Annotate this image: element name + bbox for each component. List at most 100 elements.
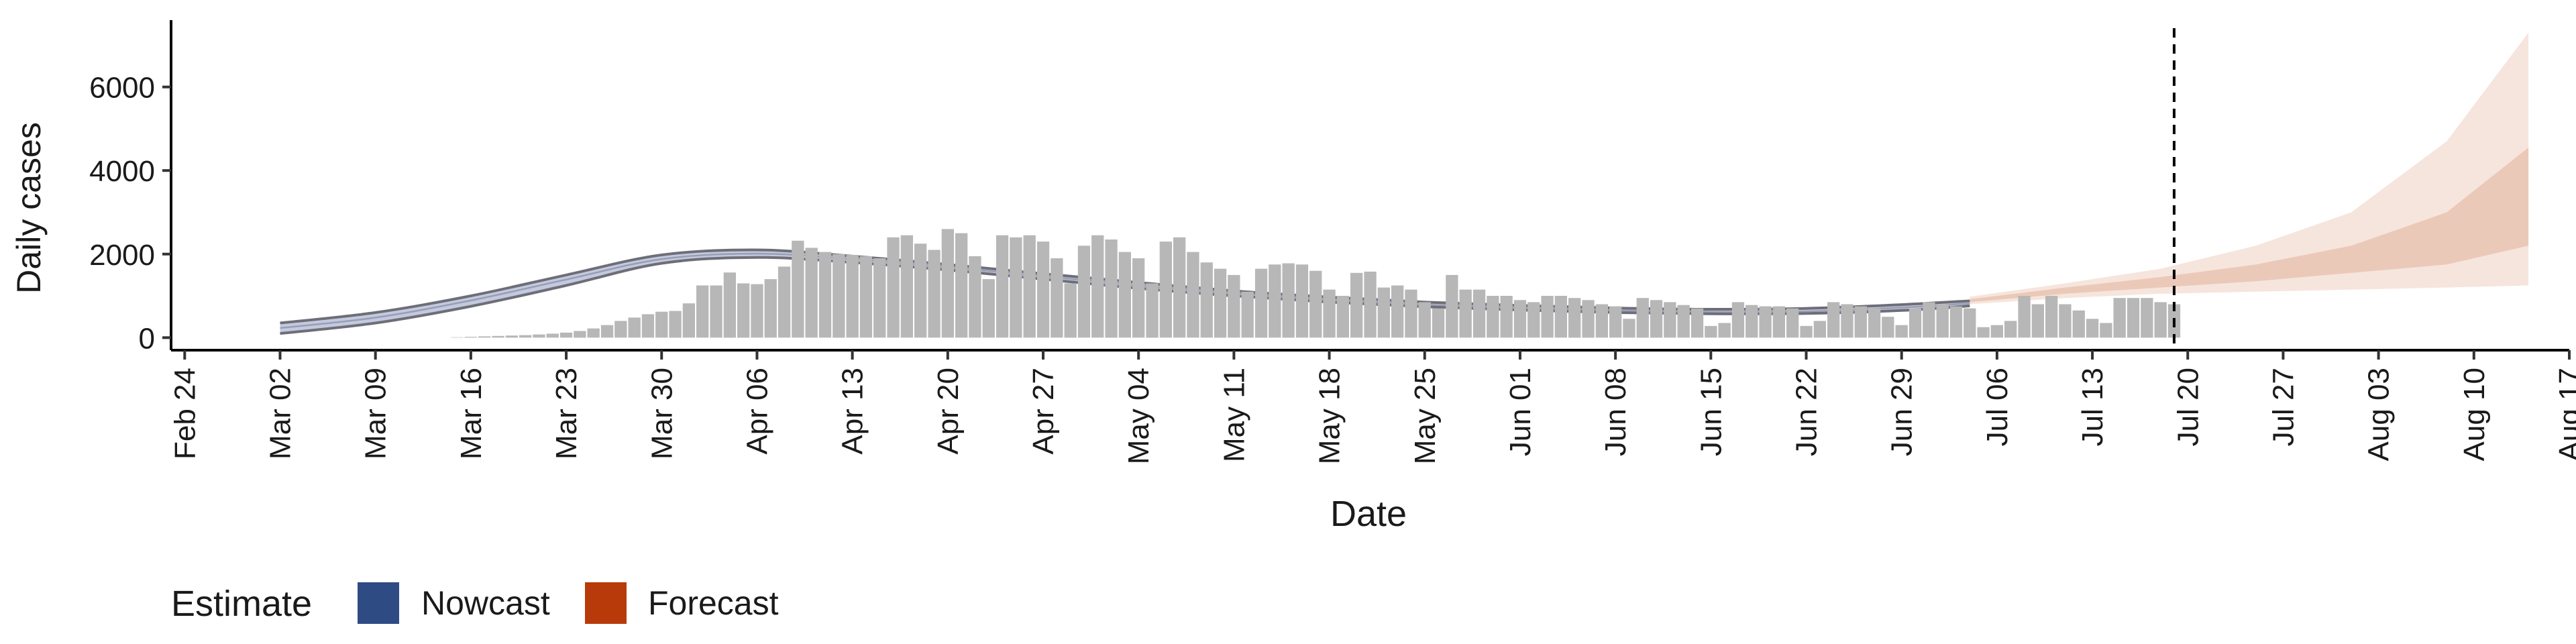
case-bar [1746,305,1758,338]
case-bar [2086,319,2099,338]
case-bar [1023,235,1036,338]
case-bar [928,250,941,338]
x-tick-label: Mar 30 [645,368,678,460]
case-bar [1364,271,1377,338]
case-bar [669,311,682,338]
case-bar [1459,289,1472,338]
x-tick-label: Aug 03 [2363,368,2396,461]
case-bar [1623,319,1635,338]
case-bar [1554,296,1567,338]
case-bar [505,335,518,338]
case-bar [887,237,900,338]
x-tick-label: May 18 [1313,368,1346,464]
case-bar [1990,325,2003,338]
case-bar [1405,289,1417,338]
case-bar [1582,300,1595,338]
case-bar [614,321,627,338]
x-tick-label: Apr 13 [837,368,869,455]
case-bar [628,317,641,338]
case-bar [1036,241,1050,338]
case-bar [1064,283,1077,338]
case-bar [1936,304,1949,338]
case-bar [1800,325,1813,338]
x-tick-label: Jul 13 [2076,368,2109,446]
case-bar [1254,268,1268,338]
axes-layer: 0 2000 4000 6000 Feb 24 Mar 02 Mar 09 Mar 16 Mar… [89,20,2576,464]
case-bar [1949,306,1963,338]
legend: Estimate Nowcast Forecast [171,582,779,624]
case-bar [846,255,859,338]
case-bar [1159,241,1172,338]
case-bar [2154,302,2167,338]
case-bar [969,256,981,338]
case-bar [1786,308,1799,338]
case-bar [777,266,791,338]
x-tick-label: Jul 20 [2171,368,2204,446]
case-bar [1841,304,1854,338]
x-tick-label: Apr 06 [741,368,773,455]
case-bar [2127,298,2140,338]
case-bar [1513,300,1527,338]
x-tick-label: May 11 [1218,368,1250,462]
case-bar [1377,287,1390,338]
case-bar [1432,308,1445,338]
case-bar [600,325,614,338]
case-bar [1336,296,1349,338]
case-bar [587,328,600,338]
forecast-band-50 [1970,147,2529,303]
x-tick-label: Aug 10 [2458,368,2491,461]
y-tick-label: 2000 [89,239,155,272]
case-bar [1568,298,1581,338]
x-axis-title: Date [1330,494,1407,534]
x-tick-label: Jun 08 [1599,368,1632,456]
case-bar [1827,302,1840,338]
reported-cases-bars [451,229,2181,338]
x-tick-label: Aug 17 [2553,368,2576,461]
case-bar [1350,272,1363,338]
x-tick-label: Mar 09 [360,368,392,460]
case-bar [900,235,913,338]
case-bar [2045,296,2058,338]
case-bar [2072,310,2085,338]
case-bar [1132,258,1145,338]
y-tick-label: 6000 [89,72,155,105]
legend-swatch-nowcast [358,582,399,624]
legend-label-nowcast: Nowcast [421,584,550,622]
case-bar [764,279,777,338]
case-bar [574,331,586,338]
case-bar [451,337,464,338]
case-bar [805,248,818,338]
case-bar [1487,296,1499,338]
case-bar [982,279,995,338]
case-bar [1690,308,1704,338]
case-bar [1909,308,1922,338]
case-bar [1813,321,1826,338]
case-bar [833,254,845,338]
x-tick-label: Feb 24 [168,368,201,460]
case-bar [478,336,491,338]
forecast-layer [1970,32,2529,305]
x-tick-label: Mar 02 [264,368,297,460]
case-bar [1241,291,1254,338]
case-bar [1964,308,1976,338]
case-bar [1759,306,1772,338]
case-bar [1309,270,1322,338]
case-bar [1472,289,1486,338]
case-bar [1187,252,1199,338]
case-bar [641,314,655,338]
x-tick-label: Jun 01 [1504,368,1537,456]
case-bar [1500,296,1513,338]
x-tick-label: Mar 16 [455,368,488,460]
legend-swatch-forecast [585,582,627,624]
case-bar [1895,325,1908,338]
case-bar [519,335,532,338]
case-bar [1146,283,1159,338]
case-bar [2141,298,2153,338]
case-bar [1200,262,1213,338]
case-bar [792,240,804,338]
case-bar [1077,246,1091,338]
case-bar [1854,306,1867,338]
case-bar [1677,305,1690,338]
case-bar [1269,264,1281,338]
case-bar [1051,258,1063,338]
